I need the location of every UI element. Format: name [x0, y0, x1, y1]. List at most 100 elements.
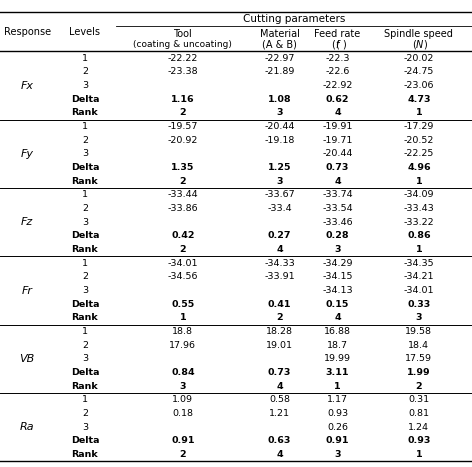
- Text: -20.44: -20.44: [264, 122, 295, 131]
- Text: Tool: Tool: [174, 29, 192, 39]
- Text: -19.18: -19.18: [264, 136, 295, 145]
- Text: Cutting parameters: Cutting parameters: [243, 14, 345, 24]
- Text: -22.25: -22.25: [404, 149, 434, 158]
- Text: Delta: Delta: [71, 436, 99, 446]
- Text: 0.84: 0.84: [171, 368, 195, 377]
- Text: -24.75: -24.75: [404, 67, 434, 77]
- Text: -20.92: -20.92: [168, 136, 198, 145]
- Text: 1: 1: [82, 122, 88, 131]
- Text: -22.92: -22.92: [322, 81, 353, 90]
- Text: -23.38: -23.38: [168, 67, 198, 77]
- Text: Fz: Fz: [21, 217, 33, 227]
- Text: 0.86: 0.86: [407, 231, 431, 241]
- Text: 0.15: 0.15: [326, 300, 349, 309]
- Text: 2: 2: [415, 382, 422, 391]
- Text: -34.09: -34.09: [404, 191, 434, 199]
- Text: 4: 4: [276, 450, 283, 459]
- Text: 2: 2: [82, 272, 88, 282]
- Text: 3: 3: [82, 218, 88, 226]
- Text: 3: 3: [82, 354, 88, 363]
- Text: 1: 1: [82, 191, 88, 199]
- Text: ): ): [342, 40, 346, 50]
- Text: Levels: Levels: [69, 27, 101, 36]
- Text: -33.54: -33.54: [322, 204, 353, 213]
- Text: 0.18: 0.18: [172, 409, 194, 418]
- Text: -34.15: -34.15: [322, 272, 353, 282]
- Text: Delta: Delta: [71, 368, 99, 377]
- Text: (: (: [336, 40, 339, 50]
- Text: 1.25: 1.25: [268, 163, 291, 172]
- Text: -33.67: -33.67: [264, 191, 295, 199]
- Text: -33.91: -33.91: [264, 272, 295, 282]
- Text: 2: 2: [82, 204, 88, 213]
- Text: 4: 4: [276, 382, 283, 391]
- Text: -34.13: -34.13: [322, 286, 353, 295]
- Text: 17.96: 17.96: [169, 341, 196, 350]
- Text: -34.29: -34.29: [322, 259, 353, 268]
- Text: f: f: [335, 40, 338, 50]
- Text: -34.56: -34.56: [168, 272, 198, 282]
- Text: 0.93: 0.93: [327, 409, 348, 418]
- Text: -33.4: -33.4: [267, 204, 292, 213]
- Text: 1: 1: [415, 108, 422, 117]
- Text: 3: 3: [277, 177, 283, 186]
- Text: 3: 3: [180, 382, 186, 391]
- Text: -20.52: -20.52: [404, 136, 434, 145]
- Text: -19.57: -19.57: [168, 122, 198, 131]
- Text: 1.17: 1.17: [327, 396, 348, 404]
- Text: 3: 3: [277, 108, 283, 117]
- Text: 0.91: 0.91: [171, 436, 194, 446]
- Text: 0.42: 0.42: [171, 231, 194, 241]
- Text: Rank: Rank: [72, 450, 98, 459]
- Text: 0.26: 0.26: [327, 423, 348, 432]
- Text: 3.11: 3.11: [326, 368, 349, 377]
- Text: -33.22: -33.22: [404, 218, 434, 226]
- Text: -19.91: -19.91: [322, 122, 353, 131]
- Text: 1: 1: [415, 177, 422, 186]
- Text: Delta: Delta: [71, 95, 99, 104]
- Text: 4: 4: [334, 108, 341, 117]
- Text: 1.24: 1.24: [408, 423, 430, 432]
- Text: Rank: Rank: [72, 245, 98, 254]
- Text: -19.71: -19.71: [322, 136, 353, 145]
- Text: Spindle speed: Spindle speed: [385, 29, 453, 39]
- Text: Rank: Rank: [72, 108, 98, 117]
- Text: -20.02: -20.02: [404, 54, 434, 63]
- Text: 18.7: 18.7: [327, 341, 348, 350]
- Text: 16.88: 16.88: [324, 327, 351, 336]
- Text: 1: 1: [82, 259, 88, 268]
- Text: (coating & uncoating): (coating & uncoating): [134, 40, 232, 49]
- Text: 1.08: 1.08: [268, 95, 292, 104]
- Text: ): ): [424, 40, 427, 50]
- Text: 3: 3: [82, 81, 88, 90]
- Text: 0.58: 0.58: [269, 396, 290, 404]
- Text: Delta: Delta: [71, 231, 99, 241]
- Text: 0.27: 0.27: [268, 231, 291, 241]
- Text: 1: 1: [82, 327, 88, 336]
- Text: 0.33: 0.33: [407, 300, 430, 309]
- Text: Feed rate: Feed rate: [314, 29, 361, 39]
- Text: -34.35: -34.35: [404, 259, 434, 268]
- Text: -33.86: -33.86: [168, 204, 198, 213]
- Text: Rank: Rank: [72, 177, 98, 186]
- Text: -22.22: -22.22: [168, 54, 198, 63]
- Text: Rank: Rank: [72, 313, 98, 322]
- Text: 1.09: 1.09: [172, 396, 194, 404]
- Text: 3: 3: [82, 149, 88, 158]
- Text: 0.73: 0.73: [268, 368, 291, 377]
- Text: 2: 2: [82, 67, 88, 77]
- Text: Ra: Ra: [20, 422, 34, 432]
- Text: 3: 3: [334, 245, 341, 254]
- Text: 0.91: 0.91: [326, 436, 349, 446]
- Text: 4.96: 4.96: [407, 163, 431, 172]
- Text: 1.35: 1.35: [171, 163, 194, 172]
- Text: 0.63: 0.63: [268, 436, 291, 446]
- Text: -33.43: -33.43: [404, 204, 434, 213]
- Text: 3: 3: [416, 313, 422, 322]
- Text: -23.06: -23.06: [404, 81, 434, 90]
- Text: Rank: Rank: [72, 382, 98, 391]
- Text: 3: 3: [82, 423, 88, 432]
- Text: 1: 1: [179, 313, 186, 322]
- Text: 1: 1: [82, 54, 88, 63]
- Text: -22.97: -22.97: [264, 54, 295, 63]
